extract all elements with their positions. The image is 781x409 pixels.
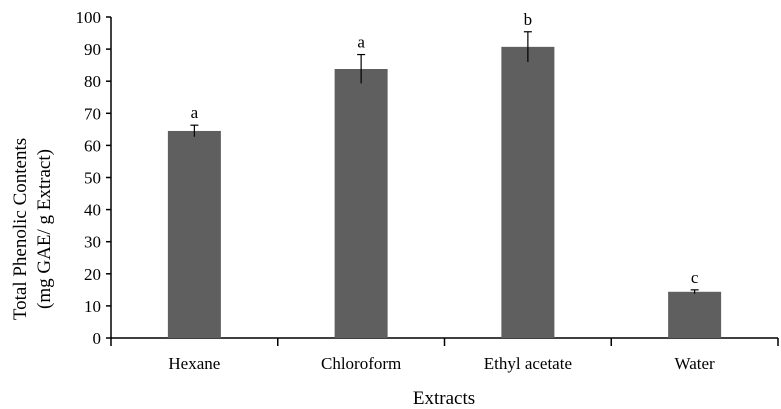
y-axis-title: Total Phenolic Contents (mg GAE/ g Extra… [10, 138, 55, 320]
bar [334, 69, 388, 338]
significance-letter: b [524, 10, 533, 29]
x-axis: Hexane Chloroform Ethyl acetate Water [110, 337, 779, 373]
y-tick-label: 70 [84, 104, 101, 123]
bar [668, 291, 722, 338]
y-axis: 0 10 20 30 40 50 60 70 80 90 100 [76, 8, 112, 348]
x-tick-label: Chloroform [321, 354, 401, 373]
bar [501, 46, 555, 339]
y-tick-label: 90 [84, 40, 101, 59]
significance-letter: c [691, 268, 699, 287]
significance-letter: a [191, 103, 199, 122]
significance-letters: a a b c [191, 10, 699, 287]
y-tick-label: 50 [84, 169, 101, 188]
x-tick-label: Hexane [168, 354, 220, 373]
bar [167, 130, 221, 338]
bars [167, 46, 722, 339]
y-tick-label: 80 [84, 72, 101, 91]
y-axis-title-line-2: (mg GAE/ g Extract) [34, 149, 55, 309]
x-axis-title: Extracts [413, 388, 475, 409]
x-tick-label: Ethyl acetate [484, 354, 572, 373]
y-tick-label: 20 [84, 265, 101, 284]
y-tick-label: 60 [84, 136, 101, 155]
y-axis-title-line-1: Total Phenolic Contents [10, 138, 31, 320]
y-tick-label: 40 [84, 201, 101, 220]
y-tick-label: 30 [84, 233, 101, 252]
significance-letter: a [357, 33, 365, 52]
y-tick-label: 0 [93, 329, 102, 348]
error-bars [190, 31, 699, 294]
y-tick-label: 10 [84, 297, 101, 316]
y-tick-label: 100 [76, 8, 102, 27]
x-tick-label: Water [675, 354, 715, 373]
